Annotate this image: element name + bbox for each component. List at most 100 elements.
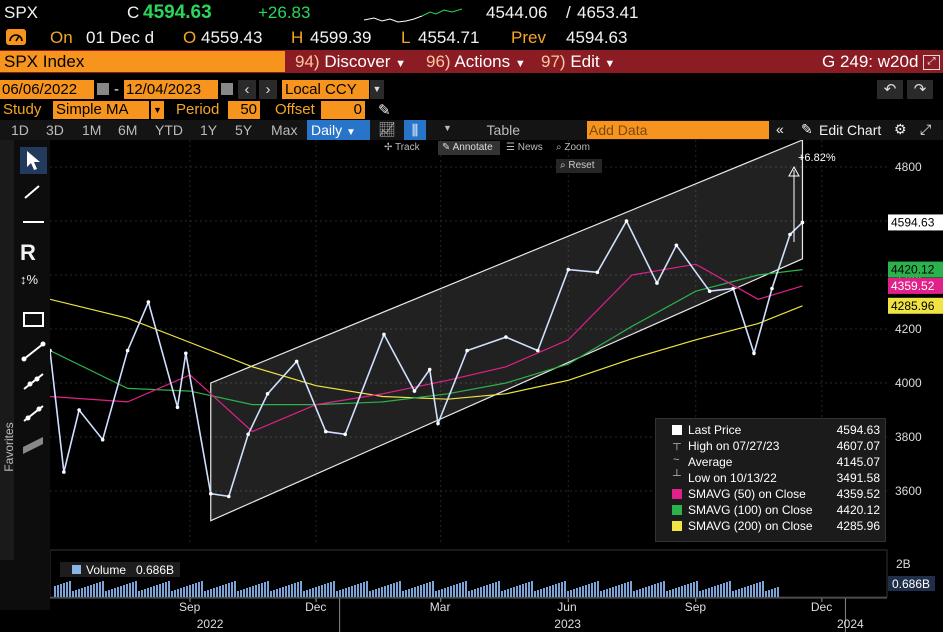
favorites-label[interactable]: Favorites bbox=[2, 422, 16, 472]
chevron-down-icon[interactable]: ▼ bbox=[370, 80, 384, 99]
volume-bar bbox=[312, 588, 314, 597]
change-value: +26.83 bbox=[258, 3, 311, 22]
chevron-down-icon[interactable]: ▼ bbox=[151, 101, 164, 119]
tab-1m[interactable]: 1M bbox=[82, 122, 102, 138]
volume-bar bbox=[183, 587, 185, 597]
price-tag-label: 4359.52 bbox=[891, 279, 935, 293]
tab-5y[interactable]: 5Y bbox=[235, 122, 253, 138]
actions-menu[interactable]: 96) Actions ▼ bbox=[426, 52, 526, 72]
period-input[interactable]: 50 bbox=[228, 101, 260, 119]
volume-bar bbox=[600, 591, 602, 597]
edit-menu[interactable]: 97) Edit ▼ bbox=[541, 52, 615, 72]
volume-bar bbox=[153, 586, 155, 597]
end-date-field[interactable]: 12/04/2023 bbox=[124, 80, 218, 99]
tab-ytd[interactable]: YTD bbox=[155, 122, 183, 138]
volume-bar bbox=[711, 587, 713, 597]
trend-channel[interactable] bbox=[210, 140, 804, 522]
tab-3d[interactable]: 3D bbox=[46, 122, 64, 138]
pen-tool[interactable] bbox=[20, 178, 47, 205]
volume-bar bbox=[543, 588, 545, 597]
table-button[interactable]: Table bbox=[464, 120, 520, 140]
volume-bar bbox=[492, 583, 494, 597]
study-select[interactable]: Simple MA bbox=[53, 101, 149, 119]
redo-icon[interactable]: ↷ bbox=[907, 80, 933, 99]
price-chart[interactable]: 3600380040004200440046004800 4594.634420… bbox=[50, 140, 943, 632]
legend-item: Last Price 4594.63 bbox=[662, 423, 880, 438]
prev-period-button[interactable]: ‹ bbox=[238, 80, 256, 99]
frequency-select[interactable]: Daily ▼ bbox=[307, 120, 370, 140]
track-button[interactable]: ✢ Track bbox=[384, 142, 420, 153]
volume-bar bbox=[177, 589, 179, 597]
chevron-down-icon[interactable]: ▼ bbox=[443, 123, 452, 133]
tab-1d[interactable]: 1D bbox=[11, 122, 29, 138]
reset-button[interactable]: ⌕ Reset bbox=[556, 159, 602, 173]
volume-bar bbox=[438, 590, 440, 597]
next-period-button[interactable]: › bbox=[259, 80, 277, 99]
pointer-tool[interactable] bbox=[20, 147, 47, 174]
volume-bar bbox=[138, 591, 140, 597]
price-point bbox=[752, 351, 756, 356]
horizontal-line-tool[interactable] bbox=[20, 208, 47, 235]
discover-menu[interactable]: 94) Discover ▼ bbox=[295, 52, 406, 72]
news-button[interactable]: ☰ News bbox=[506, 142, 543, 153]
legend-label: Low on 10/13/22 bbox=[688, 471, 777, 485]
volume-bar bbox=[270, 591, 272, 597]
volume-bar bbox=[663, 581, 665, 597]
volume-bar bbox=[459, 583, 461, 597]
volume-bar bbox=[507, 589, 509, 597]
volume-bar bbox=[573, 589, 575, 597]
regression-tool[interactable]: R bbox=[20, 240, 36, 265]
volume-bar bbox=[654, 584, 656, 597]
ray-tool[interactable] bbox=[20, 368, 47, 395]
volume-bar bbox=[306, 590, 308, 597]
edit-chart-label[interactable]: Edit Chart bbox=[819, 122, 882, 138]
price-point bbox=[465, 348, 469, 353]
percent-annotation[interactable]: +6.82% bbox=[788, 152, 836, 242]
volume-bar bbox=[411, 588, 413, 597]
annotate-button[interactable]: ✎ Annotate bbox=[438, 141, 500, 155]
add-data-input[interactable]: Add Data bbox=[587, 121, 769, 139]
security-field[interactable]: SPX Index bbox=[0, 51, 285, 72]
legend-value: 4285.96 bbox=[836, 519, 880, 533]
price-point bbox=[175, 405, 180, 410]
price-point bbox=[800, 220, 805, 225]
currency-select[interactable]: Local CCY bbox=[282, 80, 369, 99]
expand-icon[interactable]: ⤢ bbox=[920, 121, 932, 137]
volume-bar bbox=[129, 583, 131, 597]
calendar-icon[interactable] bbox=[221, 83, 233, 95]
settings-icon[interactable]: ⚙ bbox=[894, 121, 907, 137]
line-chart-icon[interactable]: 📈︎ bbox=[378, 121, 396, 137]
tab-1y[interactable]: 1Y bbox=[200, 122, 218, 138]
x-year-label: 2024 bbox=[837, 617, 864, 631]
expand-icon[interactable]: ⤢ bbox=[923, 55, 940, 70]
tab-6m[interactable]: 6M bbox=[118, 122, 138, 138]
channel-tool[interactable] bbox=[20, 400, 47, 427]
parallel-channel-tool[interactable] bbox=[20, 432, 47, 459]
calendar-icon[interactable] bbox=[97, 83, 109, 95]
chevron-down-icon: ▼ bbox=[604, 58, 616, 70]
gauge-icon[interactable] bbox=[6, 29, 26, 45]
collapse-icon[interactable]: « bbox=[776, 121, 784, 137]
undo-icon[interactable]: ↶ bbox=[877, 80, 903, 99]
percent-annotation-label: +6.82% bbox=[798, 152, 836, 164]
tab-max[interactable]: Max bbox=[271, 122, 298, 138]
bars-icon[interactable]: ⫼ bbox=[404, 120, 426, 140]
volume-bar bbox=[705, 589, 707, 597]
start-date-field[interactable]: 06/06/2022 bbox=[0, 80, 94, 99]
pencil-icon[interactable]: ✎ bbox=[801, 121, 813, 137]
volume-bar bbox=[567, 591, 569, 597]
x-month-label: Mar bbox=[430, 600, 451, 614]
rectangle-tool[interactable] bbox=[20, 306, 47, 333]
volume-bar bbox=[345, 588, 347, 597]
percent-tool[interactable]: ↕% bbox=[20, 272, 39, 287]
pencil-icon[interactable]: ✎ bbox=[378, 102, 391, 119]
zoom-button[interactable]: ⌕ Zoom bbox=[556, 142, 590, 153]
volume-bar bbox=[249, 587, 251, 597]
volume-bar bbox=[63, 583, 65, 597]
volume-bar bbox=[561, 582, 563, 597]
volume-bar bbox=[276, 589, 278, 597]
volume-bar bbox=[342, 589, 344, 597]
volume-bar bbox=[756, 583, 758, 597]
trendline-tool[interactable] bbox=[20, 338, 47, 365]
offset-input[interactable]: 0 bbox=[321, 101, 365, 119]
